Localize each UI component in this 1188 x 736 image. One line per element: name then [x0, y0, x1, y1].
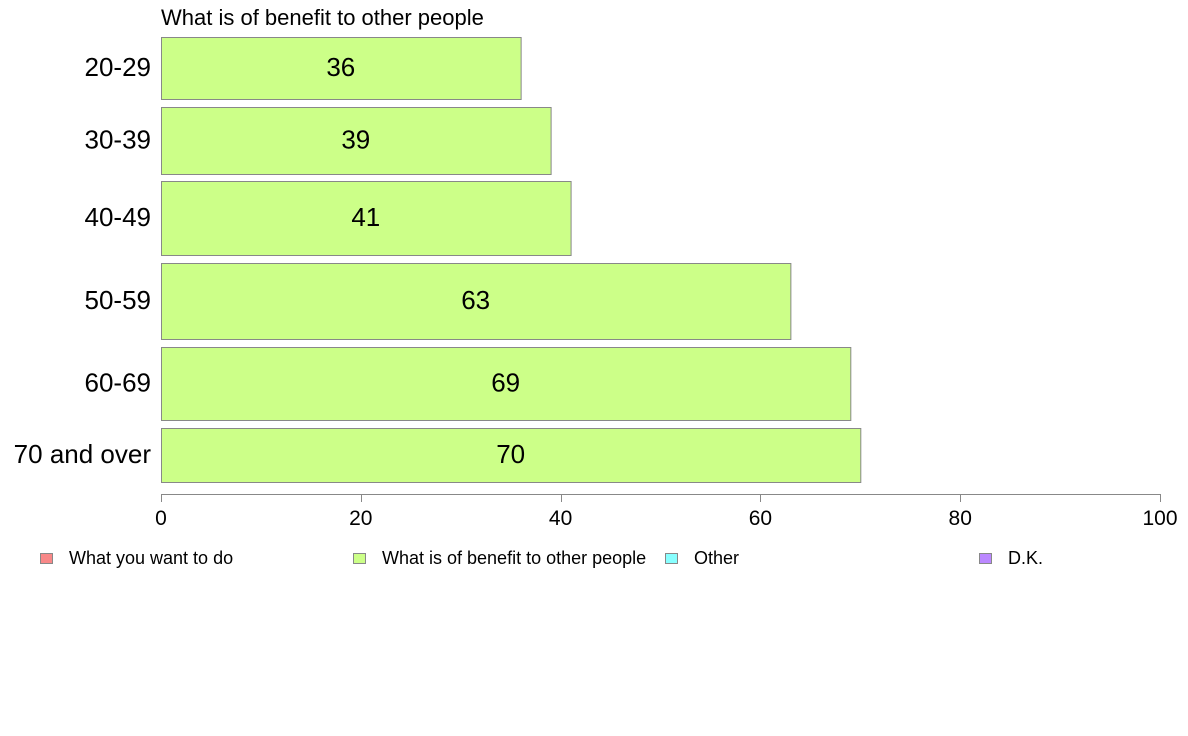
legend-label: What you want to do — [69, 548, 234, 568]
bar-70-and-over — [161, 428, 862, 483]
bar-60-69 — [161, 347, 852, 421]
bar-40-49 — [161, 181, 572, 256]
value-labels: 36 39 41 63 69 70 — [326, 52, 525, 469]
legend-swatch — [665, 553, 678, 564]
category-label: 30-39 — [85, 125, 152, 155]
legend-item: D.K. — [979, 548, 1043, 569]
x-tick-label: 100 — [1142, 507, 1177, 530]
x-tick-label: 20 — [349, 507, 372, 530]
legend-swatch — [40, 553, 53, 564]
legend: What you want to do What is of benefit to… — [0, 548, 1188, 570]
x-tick-label: 0 — [155, 507, 167, 530]
category-label: 70 and over — [14, 439, 152, 469]
category-label: 60-69 — [85, 368, 152, 398]
value-label: 69 — [491, 368, 520, 398]
legend-item: Other — [665, 548, 739, 569]
x-axis: 0 20 40 60 80 100 — [155, 494, 1178, 530]
legend-swatch — [979, 553, 992, 564]
x-tick-label: 40 — [549, 507, 572, 530]
bars-group — [161, 37, 862, 483]
legend-label: Other — [694, 548, 740, 568]
chart-title: What is of benefit to other people — [161, 5, 484, 30]
legend-label: D.K. — [1008, 548, 1044, 568]
legend-item: What you want to do — [40, 548, 233, 569]
value-label: 41 — [351, 202, 380, 232]
bar-20-29 — [161, 37, 522, 100]
value-label: 39 — [341, 125, 370, 155]
bar-50-59 — [161, 263, 792, 340]
category-label: 50-59 — [85, 285, 152, 315]
legend-swatch — [353, 553, 366, 564]
bar-30-39 — [161, 107, 552, 175]
legend-item: What is of benefit to other people — [353, 548, 646, 569]
legend-label: What is of benefit to other people — [382, 548, 647, 568]
x-tick-label: 60 — [749, 507, 772, 530]
value-label: 36 — [326, 52, 355, 82]
x-tick-label: 80 — [949, 507, 972, 530]
value-label: 63 — [461, 285, 490, 315]
category-label: 20-29 — [85, 52, 152, 82]
value-label: 70 — [496, 439, 525, 469]
category-label: 40-49 — [85, 202, 152, 232]
category-labels: 20-29 30-39 40-49 50-59 60-69 70 and over — [14, 52, 152, 469]
